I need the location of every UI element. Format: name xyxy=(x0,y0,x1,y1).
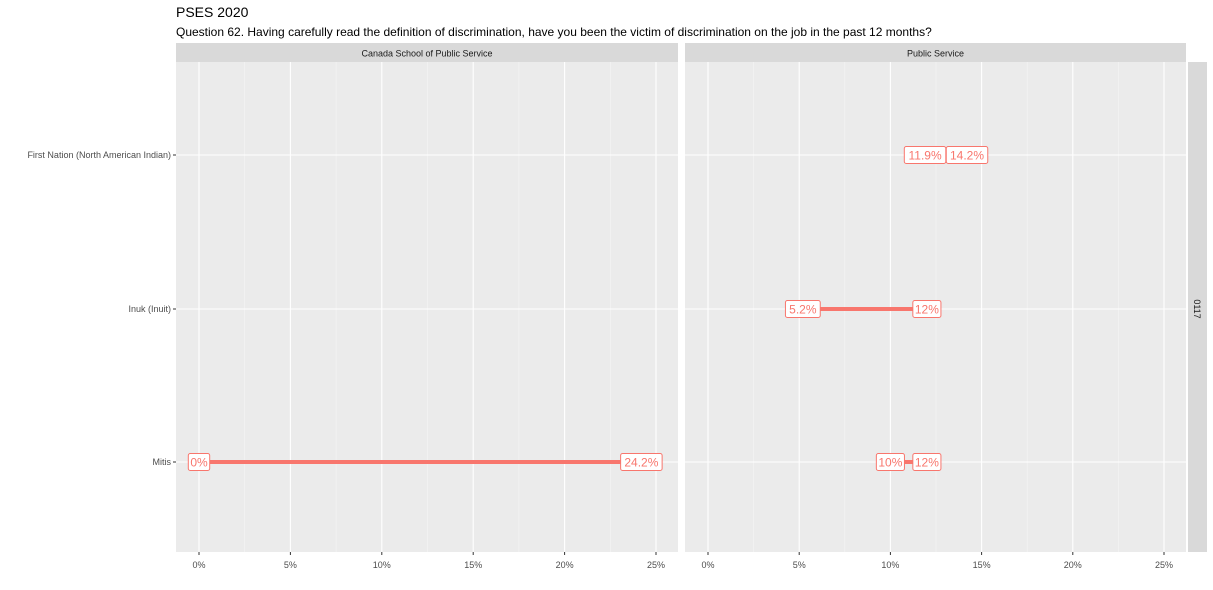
panel-strip xyxy=(176,43,678,62)
data-label-text: 24.2% xyxy=(624,455,658,469)
data-label-low: 0% xyxy=(187,453,211,471)
x-tick-label: 5% xyxy=(793,560,806,570)
data-label-high: 12% xyxy=(912,453,942,471)
x-tick-label: 15% xyxy=(973,560,991,570)
data-label-text: 5.2% xyxy=(789,302,817,316)
data-label-box xyxy=(620,453,663,471)
data-label-text: 11.9% xyxy=(908,148,941,162)
x-tick-label: 10% xyxy=(373,560,391,570)
chart-title: PSES 2020 xyxy=(176,4,249,20)
data-label-box xyxy=(945,146,989,164)
data-label-box xyxy=(784,300,821,318)
data-label-low: 10% xyxy=(875,453,905,471)
x-tick-label: 25% xyxy=(647,560,665,570)
y-tick-label: Inuk (Inuit) xyxy=(128,304,171,314)
chart-subtitle: Question 62. Having carefully read the d… xyxy=(176,25,932,39)
data-label-text: 12% xyxy=(915,455,939,469)
data-label-text: 12% xyxy=(915,302,939,316)
x-tick-label: 0% xyxy=(701,560,714,570)
x-tick-label: 20% xyxy=(556,560,574,570)
data-label-box xyxy=(912,300,942,318)
data-label-high: 12% xyxy=(912,300,942,318)
data-label-low: 5.2% xyxy=(784,300,821,318)
x-tick-label: 25% xyxy=(1155,560,1173,570)
x-tick-label: 20% xyxy=(1064,560,1082,570)
x-tick-label: 10% xyxy=(881,560,899,570)
panel-strip xyxy=(685,43,1186,62)
row-strip-label: 0117 xyxy=(1192,299,1202,318)
data-label-high: 14.2% xyxy=(945,146,989,164)
data-label-box xyxy=(875,453,905,471)
data-label-low: 11.9% xyxy=(903,146,947,164)
data-label-box xyxy=(187,453,211,471)
y-tick-label: First Nation (North American Indian) xyxy=(27,150,171,160)
panel-background xyxy=(176,62,678,552)
data-label-box xyxy=(912,453,942,471)
x-tick-label: 0% xyxy=(192,560,205,570)
data-label-text: 10% xyxy=(878,455,902,469)
x-tick-label: 15% xyxy=(464,560,482,570)
data-label-high: 24.2% xyxy=(620,453,663,471)
data-label-text: 0% xyxy=(190,455,208,469)
panel-strip-label: Public Service xyxy=(907,49,964,59)
y-tick-label: Mitis xyxy=(153,457,172,467)
panel-strip-label: Canada School of Public Service xyxy=(361,49,492,59)
data-label-text: 14.2% xyxy=(950,148,984,162)
x-tick-label: 5% xyxy=(284,560,297,570)
row-strip xyxy=(1188,62,1207,552)
